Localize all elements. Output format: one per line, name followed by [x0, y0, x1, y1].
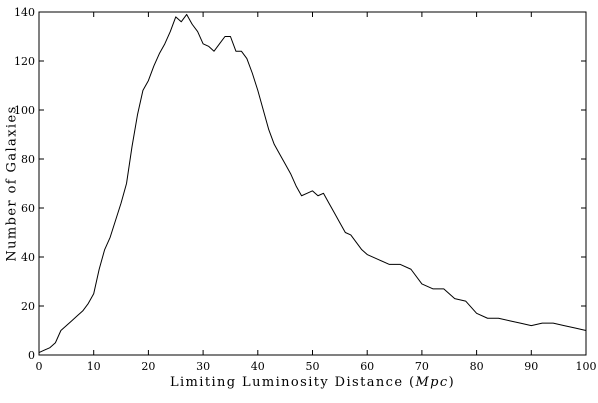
x-tick-label: 70	[415, 360, 429, 373]
y-tick-label: 60	[21, 202, 35, 215]
ticks-layer: 0 10 20 30 40 50 60 70 80 90 100 0 20 40 60 80 100 120 140	[14, 6, 597, 373]
y-tick-label: 120	[14, 55, 35, 68]
y-tick-label: 20	[21, 300, 35, 313]
y-tick-label: 140	[14, 6, 35, 19]
x-axis-title-close: )	[449, 375, 455, 390]
series-line	[38, 13, 587, 354]
x-tick-label: 50	[306, 360, 320, 373]
x-tick-label: 40	[251, 360, 265, 373]
x-tick-label: 20	[141, 360, 155, 373]
x-tick-label: 100	[576, 360, 597, 373]
x-tick-label: 90	[524, 360, 538, 373]
x-tick-label: 60	[360, 360, 374, 373]
x-tick-label: 80	[470, 360, 484, 373]
y-tick-label: 80	[21, 153, 35, 166]
y-tick-label: 40	[21, 251, 35, 264]
y-axis-title: Number of Galaxies	[5, 105, 20, 261]
x-axis-title-text: Limiting Luminosity Distance (	[170, 375, 415, 390]
x-tick-label: 0	[36, 360, 43, 373]
x-axis-title-unit: Mpc	[414, 375, 448, 390]
y-tick-label: 0	[28, 349, 35, 362]
y-tick-label: 100	[14, 104, 35, 117]
x-tick-label: 30	[196, 360, 210, 373]
series-layer	[38, 13, 587, 354]
x-tick-label: 10	[87, 360, 101, 373]
plot-frame	[38, 11, 587, 356]
x-axis-title: Limiting Luminosity Distance (Mpc)	[170, 375, 455, 390]
